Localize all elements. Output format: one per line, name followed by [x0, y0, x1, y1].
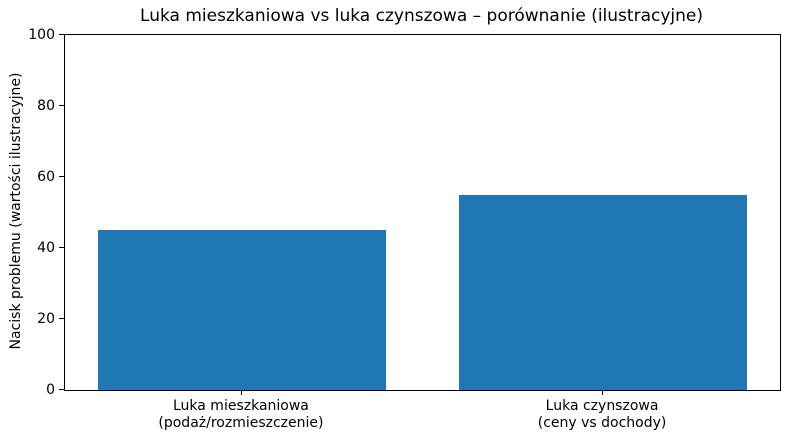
y-tick-label: 80 [37, 97, 55, 114]
x-tick-label: Luka mieszkaniowa (podaż/rozmieszczenie) [158, 398, 324, 431]
x-tick [240, 390, 242, 395]
plot-area [64, 34, 781, 391]
y-tick-label: 0 [46, 381, 55, 398]
x-tick [602, 390, 604, 395]
y-tick [59, 176, 64, 177]
y-tick [59, 34, 64, 35]
y-tick-label: 40 [37, 239, 55, 256]
y-tick [59, 247, 64, 248]
y-tick [59, 318, 64, 319]
y-tick [59, 389, 64, 390]
bar [458, 194, 748, 390]
y-tick-label: 60 [37, 168, 55, 185]
y-tick [59, 105, 64, 106]
bar [97, 230, 387, 390]
chart-title: Luka mieszkaniowa vs luka czynszowa – po… [140, 6, 703, 26]
y-tick-label: 100 [28, 26, 55, 43]
y-tick-label: 20 [37, 310, 55, 327]
y-axis-label-text: Nacisk problemu (wartości ilustracyjne) [8, 72, 24, 350]
x-tick-label: Luka czynszowa (ceny vs dochody) [537, 398, 667, 431]
